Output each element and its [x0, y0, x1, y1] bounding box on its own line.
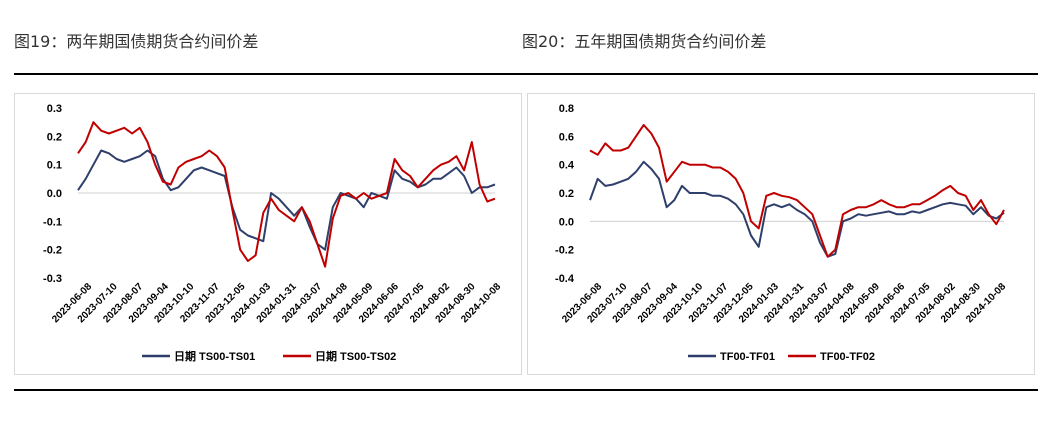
y-tick-label: -0.2	[555, 245, 574, 257]
top-rule	[14, 73, 1038, 75]
y-tick-label: 0.6	[559, 131, 574, 143]
series-line-0	[589, 160, 1005, 258]
y-tick-label: -0.4	[555, 273, 575, 285]
y-tick-label: 0.1	[47, 160, 62, 172]
series-line-0	[77, 149, 496, 251]
legend-label-1: TF00-TF02	[820, 351, 875, 363]
chart-panel-right: 0.8 0.6 0.4 0.2 0.0 -0.2 -0.4 2023-06-08 2023-07…	[527, 93, 1035, 375]
chart-title-left: 图19：两年期国债期货合约间价差	[14, 32, 259, 51]
legend-label-0: TF00-TF01	[720, 351, 775, 363]
chart-right-svg: 0.80.60.40.20.0-0.2-0.42023-06-082023-07…	[555, 103, 1008, 363]
chart-left-svg: 0.30.20.10.0-0.1-0.2-0.32023-06-082023-0…	[43, 103, 503, 363]
y-tick-label: -0.3	[43, 273, 62, 285]
bottom-rule	[14, 389, 1038, 391]
y-tick-label: 0.2	[559, 188, 574, 200]
y-tick-label: 0.0	[559, 216, 574, 228]
y-tick-label: -0.2	[43, 245, 62, 257]
y-tick-label: 0.8	[559, 103, 574, 115]
y-tick-label: 0.4	[559, 160, 575, 172]
legend-label-1: 日期 TS00-TS02	[315, 349, 396, 363]
chart-panel-left: 0.3 0.2 0.1 0.0 -0.1 -0.2 -0.3 2023-06-08 2023-0…	[14, 93, 522, 375]
y-tick-label: 0.0	[47, 188, 62, 200]
y-tick-label: 0.3	[47, 103, 62, 115]
legend-label-0: 日期 TS00-TS01	[174, 349, 255, 363]
series-line-1	[589, 124, 1005, 258]
series-line-1	[77, 121, 496, 268]
y-tick-label: -0.1	[43, 216, 62, 228]
chart-title-right: 图20：五年期国债期货合约间价差	[522, 32, 767, 51]
y-tick-label: 0.2	[47, 131, 62, 143]
